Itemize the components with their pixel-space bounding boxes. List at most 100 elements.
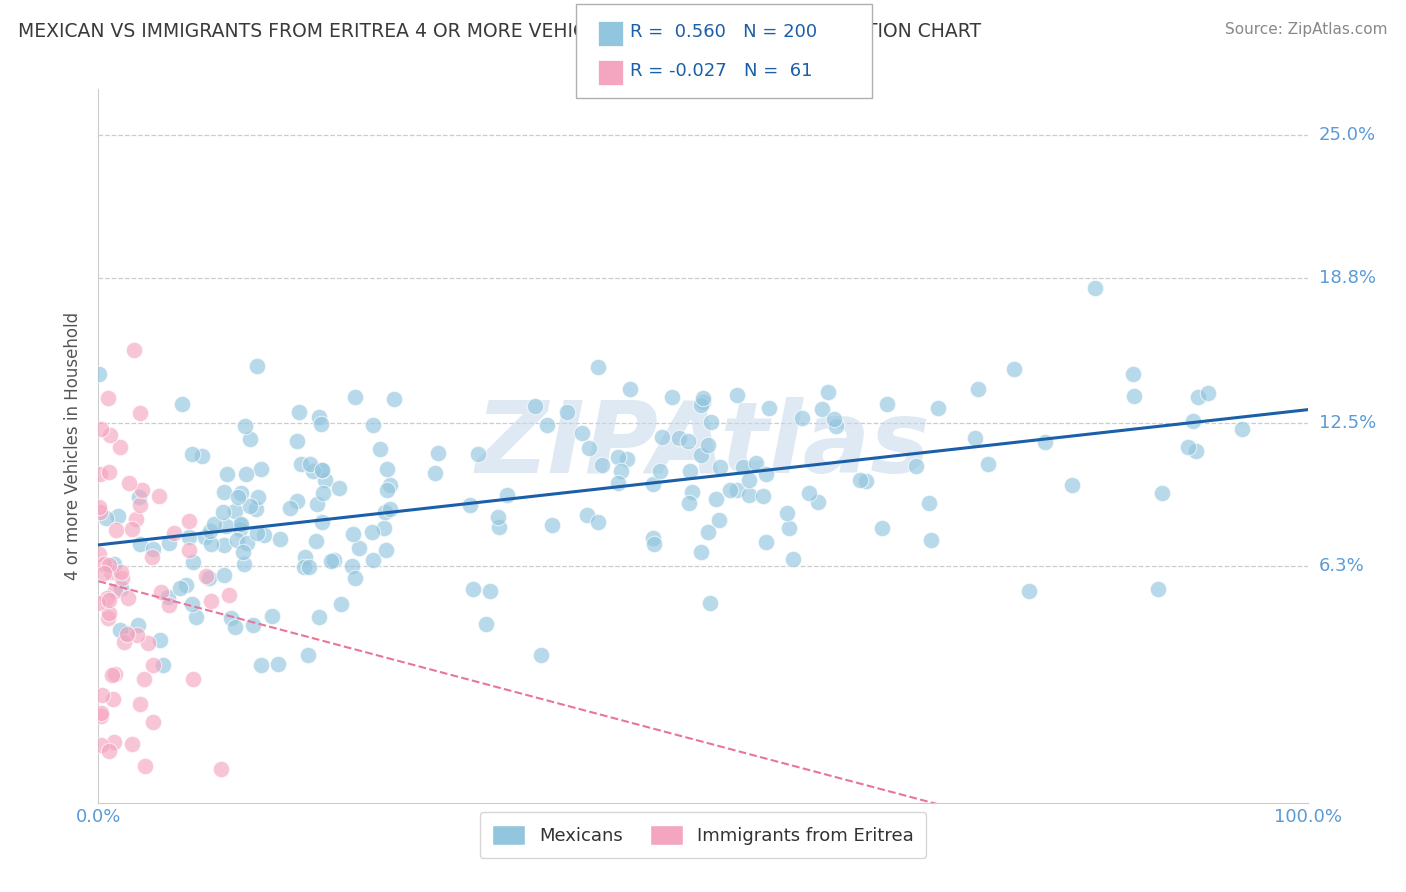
Point (540, 517, 562, 532)
Point (904, 458, 927, 473)
Point (718, 483, 741, 497)
Point (1018, 583, 1040, 598)
Point (239, 432, 262, 446)
Point (696, 437, 718, 451)
Point (117, 591, 139, 605)
Point (591, 458, 613, 472)
Point (107, 508, 129, 523)
Point (1035, 434, 1057, 449)
Point (690, 545, 713, 559)
Point (290, 457, 312, 471)
Point (661, 390, 683, 404)
Point (212, 505, 235, 519)
Point (586, 515, 609, 529)
Point (643, 537, 665, 551)
Point (375, 483, 398, 497)
Point (250, 462, 273, 476)
Point (1177, 440, 1199, 454)
Point (228, 490, 250, 504)
Point (311, 485, 333, 500)
Point (245, 501, 267, 516)
Point (238, 500, 260, 514)
Point (226, 533, 249, 547)
Point (179, 514, 201, 528)
Point (311, 463, 333, 477)
Text: 18.8%: 18.8% (1319, 269, 1375, 287)
Point (89, 504, 111, 518)
Point (368, 442, 391, 456)
Text: ZIPAtlas: ZIPAtlas (475, 398, 931, 494)
Point (170, 397, 193, 411)
Point (738, 473, 761, 487)
Point (575, 508, 598, 523)
Point (180, 598, 202, 612)
Point (103, 584, 125, 599)
Point (108, 624, 131, 638)
Point (180, 447, 202, 461)
Point (124, 343, 146, 357)
Point (731, 459, 754, 474)
Point (127, 627, 149, 641)
Point (127, 618, 149, 632)
Point (90, 738, 112, 752)
Point (463, 582, 485, 596)
Point (606, 450, 628, 465)
Point (373, 521, 395, 535)
Point (1123, 389, 1146, 403)
Point (475, 617, 498, 632)
Point (110, 581, 132, 595)
Point (200, 537, 222, 551)
Point (87, 500, 110, 514)
Point (307, 497, 329, 511)
Point (849, 473, 872, 487)
Point (817, 384, 839, 399)
Point (98, 606, 121, 620)
Point (117, 627, 139, 641)
Point (128, 406, 150, 420)
Point (229, 522, 252, 536)
Text: MEXICAN VS IMMIGRANTS FROM ERITREA 4 OR MORE VEHICLES IN HOUSEHOLD CORRELATION C: MEXICAN VS IMMIGRANTS FROM ERITREA 4 OR … (18, 22, 981, 41)
Point (233, 418, 256, 433)
Point (1184, 443, 1206, 458)
Point (142, 541, 165, 556)
Point (616, 452, 638, 467)
Point (179, 530, 201, 544)
Point (97, 391, 120, 405)
Point (231, 516, 253, 531)
Point (689, 398, 711, 412)
Point (121, 737, 143, 751)
Point (104, 667, 127, 681)
Point (530, 648, 553, 663)
Point (212, 568, 235, 582)
Point (224, 620, 246, 634)
Point (98, 428, 121, 442)
Point (149, 633, 172, 648)
Point (136, 636, 159, 650)
Point (1230, 422, 1253, 436)
Point (920, 533, 942, 548)
Point (363, 552, 385, 566)
Point (150, 585, 173, 599)
Point (571, 426, 593, 441)
Point (725, 387, 748, 401)
Point (1197, 386, 1219, 401)
Point (696, 524, 718, 539)
Point (181, 672, 204, 686)
Point (876, 397, 898, 411)
Point (782, 552, 804, 566)
Point (1147, 582, 1170, 596)
Point (294, 550, 316, 565)
Legend: Mexicans, Immigrants from Eritrea: Mexicans, Immigrants from Eritrea (479, 812, 927, 858)
Point (200, 594, 222, 608)
Point (311, 463, 333, 477)
Point (90, 706, 112, 721)
Point (323, 553, 346, 567)
Point (425, 466, 447, 480)
Point (157, 590, 180, 604)
Point (195, 569, 218, 583)
Point (93, 566, 115, 581)
Point (131, 483, 153, 497)
Point (610, 464, 633, 478)
Point (246, 490, 269, 504)
Point (536, 417, 558, 432)
